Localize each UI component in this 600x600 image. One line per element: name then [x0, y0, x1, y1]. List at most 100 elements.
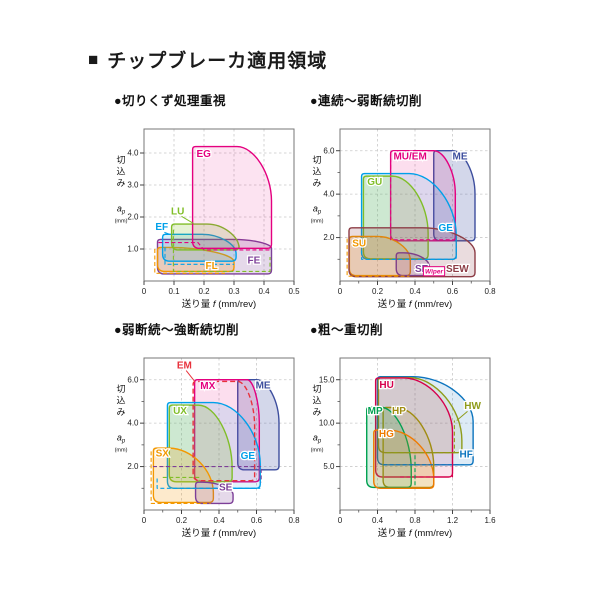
region-label-gu: GU — [367, 177, 382, 188]
region-label-eg: EG — [197, 149, 212, 160]
x-tick-label: 0.3 — [228, 287, 240, 296]
region-sew — [348, 227, 476, 278]
chart-rough-heavy-cutting: ●粗〜重切削 HF HW HU HP MP HG 0 0.4 0.8 1.2 1.6 5.0 10.0 1… — [306, 319, 502, 540]
y-tick-label: 2.0 — [127, 462, 139, 471]
title-square-marker: ■ — [88, 50, 99, 69]
x-tick-label: 1.6 — [484, 516, 496, 525]
x-axis-label: 送り量 f (mm/rev) — [182, 527, 256, 539]
dashed-boundary-2 — [386, 420, 455, 454]
chart-canvas-rough-heavy: HF HW HU HP MP HG 0 0.4 0.8 1.2 1.6 5.0 10.0 15.0 送り量 … — [311, 357, 496, 539]
region-label-ux: UX — [173, 406, 187, 417]
x-axis-label: 送り量 f (mm/rev) — [378, 527, 452, 539]
dashed-boundary-0 — [390, 151, 456, 241]
x-axis-label: 送り量 f (mm/rev) — [378, 298, 452, 310]
region-label-me: ME — [256, 380, 271, 391]
region-em — [192, 380, 256, 482]
y-axis-label-ap: ap — [117, 433, 126, 445]
y-tick-label: 6.0 — [323, 146, 335, 155]
x-tick-label: 0 — [142, 516, 147, 525]
region-mp — [366, 406, 412, 489]
chart-light-heavy-interrupted: ●弱断続〜強断続切削 ME MX GE UX SX SE EM 0 0.2 0.4 0.6 0.8 2.… — [110, 319, 306, 540]
x-tick-label: 1.2 — [447, 516, 459, 525]
plot-border — [143, 128, 295, 282]
region-label-em: EM — [177, 360, 192, 371]
region-label-sx: SX — [156, 449, 170, 460]
page-title: チップブレーカ適用領域 — [107, 51, 328, 72]
x-tick-label: 0.5 — [288, 287, 300, 296]
region-hf — [376, 375, 474, 466]
y-axis-label-unit: (mm) — [311, 448, 324, 454]
y-axis-label-unit: (mm) — [115, 219, 128, 225]
dashed-boundary-2 — [150, 451, 211, 505]
y-axis-label-char: み — [116, 407, 125, 417]
dashed-boundary-3 — [154, 249, 225, 274]
y-axis-label-char: 切 — [312, 384, 321, 394]
chart-chip-control: ●切りくず処理重視 FE FL EF LU EG 0 0.1 0.2 0.3 0.4 0.5 1.0 2… — [110, 90, 306, 311]
y-tick-label: 15.0 — [319, 375, 335, 384]
y-axis-label-ap: ap — [313, 204, 322, 216]
region-label-hu: HU — [379, 380, 393, 391]
x-tick-label: 0.8 — [409, 516, 421, 525]
y-axis-label-char: み — [312, 407, 321, 417]
region-ge — [166, 401, 261, 489]
region-eg — [191, 145, 273, 250]
region-gu — [362, 175, 429, 260]
y-tick-label: 2.0 — [323, 233, 335, 242]
region-label-su: SU — [352, 238, 366, 249]
y-axis-label-char: 切 — [116, 155, 125, 165]
region-label-ge: GE — [241, 451, 256, 462]
region-label-sew: SEW — [446, 264, 469, 275]
region-label-se: SE — [219, 482, 233, 493]
y-axis-label-unit: (mm) — [115, 448, 128, 454]
x-tick-label: 0.1 — [168, 287, 180, 296]
region-label-hw: HW — [464, 401, 481, 412]
y-axis-label-char: み — [116, 178, 125, 188]
y-axis-label-char: 込 — [312, 396, 321, 406]
dashed-boundary-0 — [158, 242, 270, 251]
region-label-fe: FE — [248, 255, 261, 266]
region-label-ef: EF — [155, 222, 168, 233]
x-tick-label: 0.8 — [288, 516, 300, 525]
x-tick-label: 0.8 — [484, 287, 496, 296]
plot-background — [144, 129, 294, 281]
dashed-boundary-0 — [153, 466, 262, 483]
dashed-boundary-2 — [346, 238, 410, 277]
chart-canvas-interrupted: ME MX GE UX SX SE EM 0 0.2 0.4 0.6 0.8 2.0 4.0 6.0 送り量 … — [115, 357, 300, 539]
y-tick-label: 3.0 — [127, 181, 139, 190]
x-tick-label: 0 — [142, 287, 147, 296]
dashed-boundary-1 — [164, 247, 234, 265]
y-axis-label-ap: ap — [313, 433, 322, 445]
charts-grid: ●切りくず処理重視 FE FL EF LU EG 0 0.1 0.2 0.3 0.4 0.5 1.0 2… — [110, 90, 502, 540]
dashed-boundary-1 — [361, 244, 457, 260]
region-label-ge: GE — [438, 223, 453, 234]
y-tick-label: 4.0 — [323, 190, 335, 199]
dashed-boundary-1 — [156, 478, 261, 489]
region-label-mu-em: MU/EM — [393, 151, 426, 162]
dashed-boundary-3 — [162, 476, 200, 482]
region-label-fl: FL — [206, 261, 218, 272]
x-tick-label: 0.4 — [409, 287, 421, 296]
y-tick-label: 10.0 — [319, 419, 335, 428]
x-tick-label: 0.6 — [251, 516, 263, 525]
x-axis-label: 送り量 f (mm/rev) — [182, 298, 256, 310]
dashed-boundary-1 — [400, 433, 454, 478]
region-su — [348, 235, 412, 277]
chart-continuous-light-interrupted: ●連続〜弱断続切削 ME MU/EM GE GU SU SE SEW Wiper 0 0.2 0.4… — [306, 90, 502, 311]
y-tick-label: 5.0 — [323, 462, 335, 471]
label-leader-line-1 — [164, 231, 170, 235]
chart-subtitle: ●弱断続〜強断続切削 — [114, 323, 240, 337]
y-tick-label: 4.0 — [127, 419, 139, 428]
x-tick-label: 0 — [338, 516, 343, 525]
y-tick-label: 2.0 — [127, 213, 139, 222]
y-axis-label-char: 込 — [116, 167, 125, 177]
region-label-me: ME — [453, 151, 468, 162]
dashed-boundary-2 — [172, 229, 271, 272]
label-leader-line-0 — [185, 370, 195, 382]
region-hg — [373, 429, 435, 489]
region-label-hg: HG — [379, 429, 394, 440]
chart-subtitle: ●切りくず処理重視 — [114, 94, 227, 108]
chart-subtitle: ●粗〜重切削 — [310, 323, 384, 337]
region-label-hp: HP — [392, 406, 406, 417]
